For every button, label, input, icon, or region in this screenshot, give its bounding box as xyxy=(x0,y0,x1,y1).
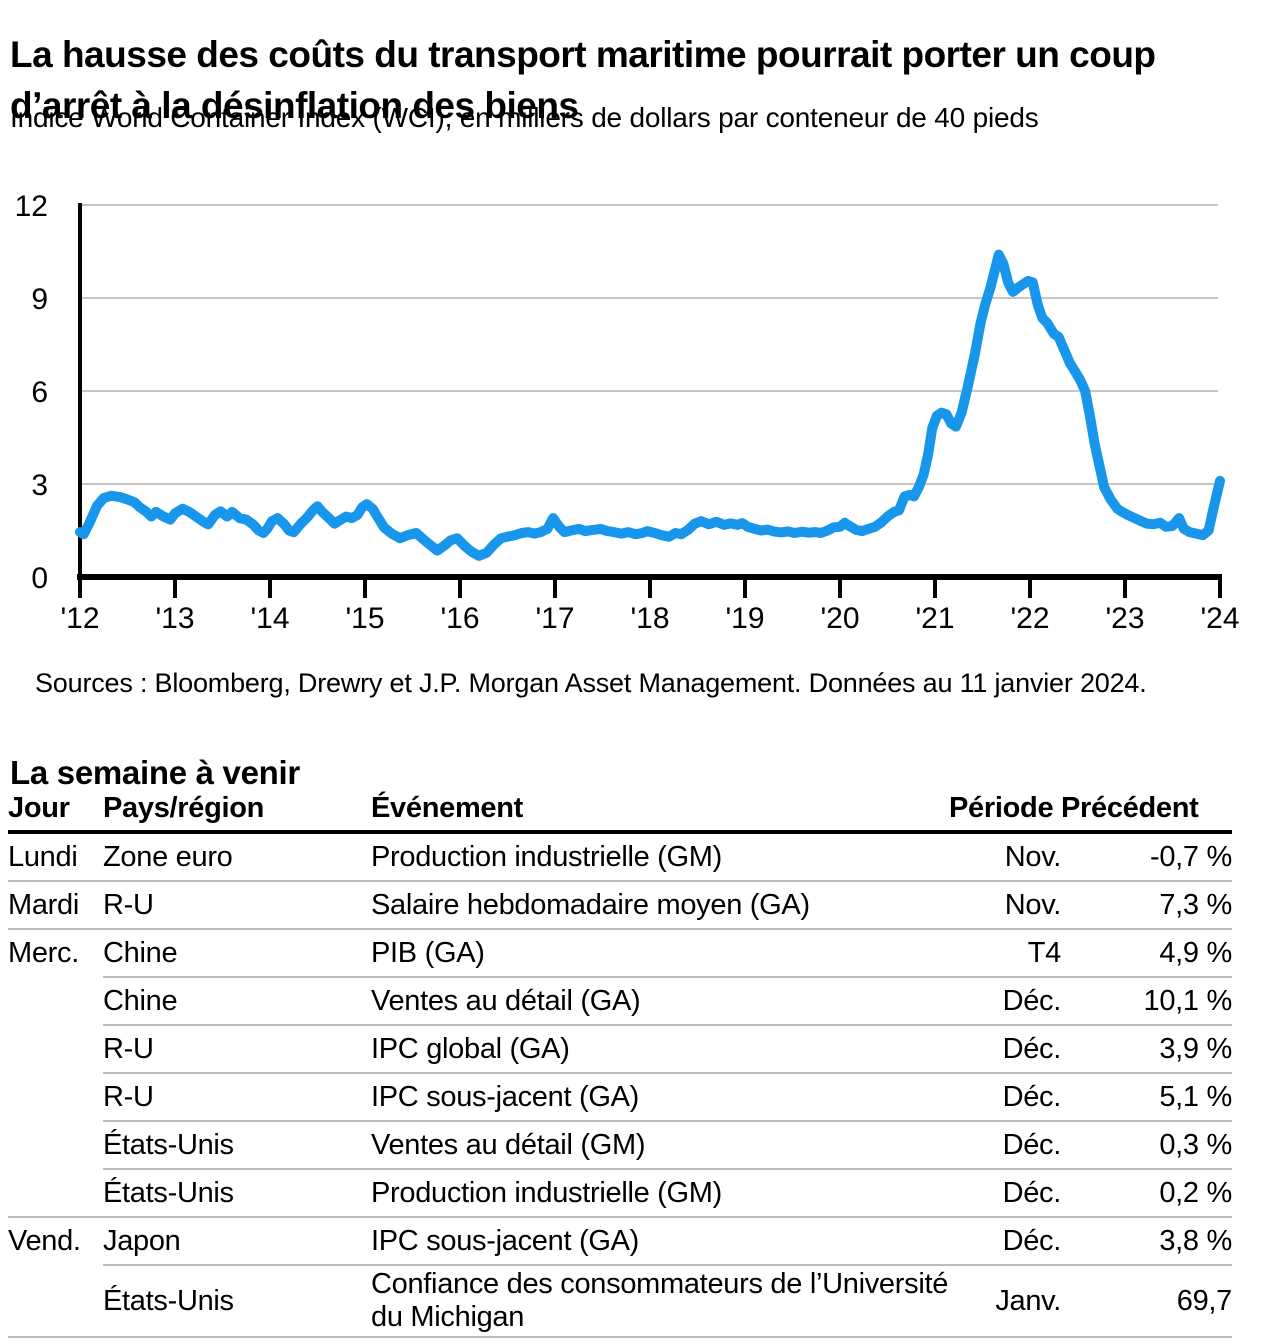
col-header-pays: Pays/région xyxy=(103,786,371,834)
week-table-row: R-U IPC global (GA) Déc. 3,9 % xyxy=(8,1025,1232,1074)
cell-evenement: Production industrielle (GM) xyxy=(371,832,949,882)
chart-axes xyxy=(77,203,1222,598)
x-tick-label: '13 xyxy=(155,602,194,635)
col-header-precedent: Précédent xyxy=(1061,786,1232,834)
cell-periode: Déc. xyxy=(949,977,1061,1026)
cell-jour: Lundi xyxy=(8,832,103,882)
cell-evenement: IPC global (GA) xyxy=(371,1025,949,1074)
y-tick-label: 3 xyxy=(31,469,48,502)
cell-precedent: 0,2 % xyxy=(1061,1169,1232,1218)
x-tick-label: '14 xyxy=(250,602,289,635)
x-tick-label: '21 xyxy=(915,602,954,635)
cell-pays: R-U xyxy=(103,1073,371,1122)
col-header-evenement: Événement xyxy=(371,786,949,834)
chart-y-axis-labels: 0 3 6 9 12 xyxy=(15,190,48,595)
y-tick-label: 12 xyxy=(15,190,48,223)
cell-jour: Vend. xyxy=(8,1225,81,1257)
chart-x-axis-labels: '12 '13 '14 '15 '16 '17 '18 '19 '20 '21 '22 '23 '24 xyxy=(60,602,1239,635)
cell-jour xyxy=(8,1073,103,1121)
cell-pays: Chine xyxy=(103,929,371,978)
cell-evenement: Salaire hebdomadaire moyen (GA) xyxy=(371,881,949,930)
cell-evenement: PIB (GA) xyxy=(371,929,949,978)
cell-evenement: IPC sous-jacent (GA) xyxy=(371,1073,949,1122)
cell-jour xyxy=(8,1265,103,1338)
cell-precedent: 3,8 % xyxy=(1061,1217,1232,1266)
cell-precedent: -0,7 % xyxy=(1061,832,1232,882)
page-title-line2: d’arrêt à la désinflation des biens xyxy=(10,84,579,126)
cell-periode: Déc. xyxy=(949,1217,1061,1266)
cell-pays: Japon xyxy=(103,1217,371,1266)
cell-precedent: 4,9 % xyxy=(1061,929,1232,978)
cell-periode: Déc. xyxy=(949,1073,1061,1122)
cell-pays: États-Unis xyxy=(103,1169,371,1218)
x-tick-label: '19 xyxy=(725,602,764,635)
cell-periode: Nov. xyxy=(949,832,1061,882)
week-section-title: La semaine à venir xyxy=(10,754,300,792)
cell-pays: Chine xyxy=(103,977,371,1026)
wci-line-chart: 0 3 6 9 12 '12 '13 '14 '15 '16 '17 '18 '19 '20 '21 '22… xyxy=(15,190,1240,635)
week-table-row: R-U IPC sous-jacent (GA) Déc. 5,1 % xyxy=(8,1073,1232,1122)
cell-evenement: IPC sous-jacent (GA) xyxy=(371,1217,949,1266)
x-tick-label: '22 xyxy=(1010,602,1049,635)
week-table-row: Chine Ventes au détail (GA) Déc. 10,1 % xyxy=(8,977,1232,1026)
week-table-row: Merc. Chine PIB (GA) T4 4,9 % xyxy=(8,929,1232,978)
week-table-row: Mardi R-U Salaire hebdomadaire moyen (GA) N… xyxy=(8,881,1232,930)
page-title-line1: La hausse des coûts du transport maritim… xyxy=(10,33,1156,75)
chart-subtitle: Indice World Container Index (WCI), en m… xyxy=(10,102,1039,133)
week-table-row: Vend. Japon IPC sous-jacent (GA) Déc. 3,8 % xyxy=(8,1217,1232,1266)
cell-jour xyxy=(8,1121,103,1169)
cell-jour xyxy=(8,1025,103,1073)
cell-periode: Déc. xyxy=(949,1025,1061,1074)
cell-periode: Déc. xyxy=(949,1169,1061,1218)
cell-pays: États-Unis xyxy=(103,1121,371,1170)
cell-periode: Nov. xyxy=(949,881,1061,930)
cell-evenement: Production industrielle (GM) xyxy=(371,1169,949,1218)
x-tick-label: '24 xyxy=(1200,602,1239,635)
cell-periode: T4 xyxy=(949,929,1061,978)
week-table-row: États-Unis Production industrielle (GM) Dé… xyxy=(8,1169,1232,1218)
week-table-header-row: Jour Pays/région Événement Période Précé… xyxy=(8,786,1232,834)
page-title: La hausse des coûts du transport maritim… xyxy=(10,29,1156,131)
week-table-row: Lundi Zone euro Production industrielle (G… xyxy=(8,832,1232,882)
cell-evenement: Ventes au détail (GA) xyxy=(371,977,949,1026)
week-table-row: États-Unis Confiance des consommateurs de… xyxy=(8,1265,1232,1338)
cell-jour xyxy=(8,977,103,1025)
cell-jour: Mardi xyxy=(8,881,103,930)
x-tick-label: '18 xyxy=(630,602,669,635)
cell-precedent: 5,1 % xyxy=(1061,1073,1232,1122)
y-tick-label: 0 xyxy=(31,562,48,595)
chart-gridlines xyxy=(80,204,1218,485)
week-table-body: Lundi Zone euro Production industrielle (G… xyxy=(8,832,1232,1338)
cell-evenement: Confiance des consommateurs de l’Univers… xyxy=(371,1265,949,1338)
x-tick-label: '12 xyxy=(60,602,99,635)
y-tick-label: 6 xyxy=(31,376,48,409)
cell-precedent: 69,7 xyxy=(1061,1265,1232,1338)
cell-evenement: Ventes au détail (GM) xyxy=(371,1121,949,1170)
cell-jour xyxy=(8,1169,103,1218)
cell-pays: États-Unis xyxy=(103,1265,371,1338)
wci-series-line xyxy=(75,249,1225,561)
cell-periode: Janv. xyxy=(949,1265,1061,1338)
cell-jour: Merc. xyxy=(8,937,80,969)
y-tick-label: 9 xyxy=(31,283,48,316)
cell-precedent: 10,1 % xyxy=(1061,977,1232,1026)
x-tick-label: '16 xyxy=(440,602,479,635)
week-table: Jour Pays/région Événement Période Précé… xyxy=(8,786,1232,1338)
cell-precedent: 7,3 % xyxy=(1061,881,1232,930)
col-header-jour: Jour xyxy=(8,786,103,834)
cell-pays: Zone euro xyxy=(103,832,371,882)
cell-periode: Déc. xyxy=(949,1121,1061,1170)
x-tick-label: '23 xyxy=(1105,602,1144,635)
week-table-row: États-Unis Ventes au détail (GM) Déc. 0,3 % xyxy=(8,1121,1232,1170)
col-header-periode: Période xyxy=(949,786,1061,834)
source-note: Sources : Bloomberg, Drewry et J.P. Morg… xyxy=(35,668,1147,698)
cell-precedent: 3,9 % xyxy=(1061,1025,1232,1074)
cell-pays: R-U xyxy=(103,881,371,930)
x-tick-label: '20 xyxy=(820,602,859,635)
cell-precedent: 0,3 % xyxy=(1061,1121,1232,1170)
cell-pays: R-U xyxy=(103,1025,371,1074)
x-tick-label: '15 xyxy=(345,602,384,635)
x-tick-label: '17 xyxy=(535,602,574,635)
